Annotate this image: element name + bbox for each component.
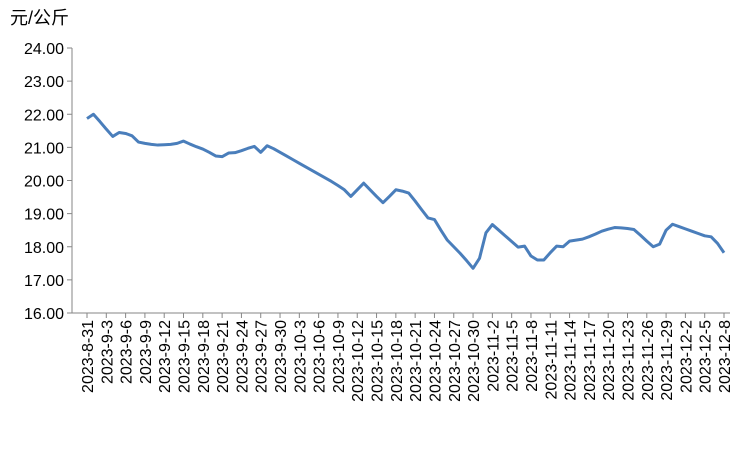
x-tick-label: 2023-10-12	[350, 320, 367, 402]
x-tick-label: 2023-10-6	[312, 320, 329, 393]
y-tick-label: 23.00	[24, 74, 64, 91]
x-tick-label: 2023-11-20	[601, 320, 618, 401]
x-tick-label: 2023-10-9	[331, 320, 348, 393]
x-tick-label: 2023-9-9	[138, 320, 155, 384]
x-tick-label: 2023-11-17	[582, 320, 599, 401]
y-tick-label: 16.00	[24, 306, 64, 323]
x-tick-label: 2023-9-6	[119, 320, 136, 384]
x-tick-label: 2023-10-15	[370, 320, 387, 402]
x-tick-label: 2023-11-5	[505, 320, 522, 392]
x-tick-label: 2023-11-14	[563, 320, 580, 401]
x-tick-label: 2023-9-15	[177, 320, 194, 393]
x-tick-label: 2023-11-2	[485, 320, 502, 392]
x-tick-label: 2023-9-12	[157, 320, 174, 393]
y-tick-label: 18.00	[24, 240, 64, 257]
y-tick-label: 17.00	[24, 273, 64, 290]
x-tick-label: 2023-9-24	[234, 320, 251, 393]
x-tick-label: 2023-10-27	[447, 320, 464, 402]
x-tick-label: 2023-9-21	[215, 320, 232, 393]
y-tick-label: 22.00	[24, 107, 64, 124]
x-tick-label: 2023-11-26	[640, 320, 657, 401]
y-tick-label: 21.00	[24, 140, 64, 157]
data-line	[86, 112, 726, 270]
y-axis-title: 元/公斤	[10, 8, 69, 28]
y-tick-label: 24.00	[24, 41, 64, 58]
x-tick-label: 2023-11-8	[524, 320, 541, 392]
x-tick-label: 2023-8-31	[80, 320, 97, 393]
x-tick-label: 2023-10-18	[389, 320, 406, 402]
x-tick-label: 2023-9-18	[196, 320, 213, 393]
x-tick-label: 2023-10-3	[292, 320, 309, 393]
x-tick-label: 2023-9-3	[99, 320, 116, 384]
x-tick-label: 2023-12-5	[698, 320, 715, 393]
y-tick-label: 20.00	[24, 174, 64, 191]
x-tick-label: 2023-9-27	[254, 320, 271, 393]
x-tick-label: 2023-12-2	[678, 320, 695, 393]
x-tick-label: 2023-11-11	[543, 320, 560, 400]
x-tick-label: 2023-9-30	[273, 320, 290, 393]
x-tick-label: 2023-11-23	[620, 320, 637, 401]
x-tick-label: 2023-11-29	[659, 320, 676, 401]
x-tick-label: 2023-12-8	[717, 320, 734, 393]
x-tick-label: 2023-10-30	[466, 320, 483, 402]
x-tick-label: 2023-10-24	[427, 320, 444, 402]
y-tick-label: 19.00	[24, 207, 64, 224]
x-tick-label: 2023-10-21	[408, 320, 425, 402]
